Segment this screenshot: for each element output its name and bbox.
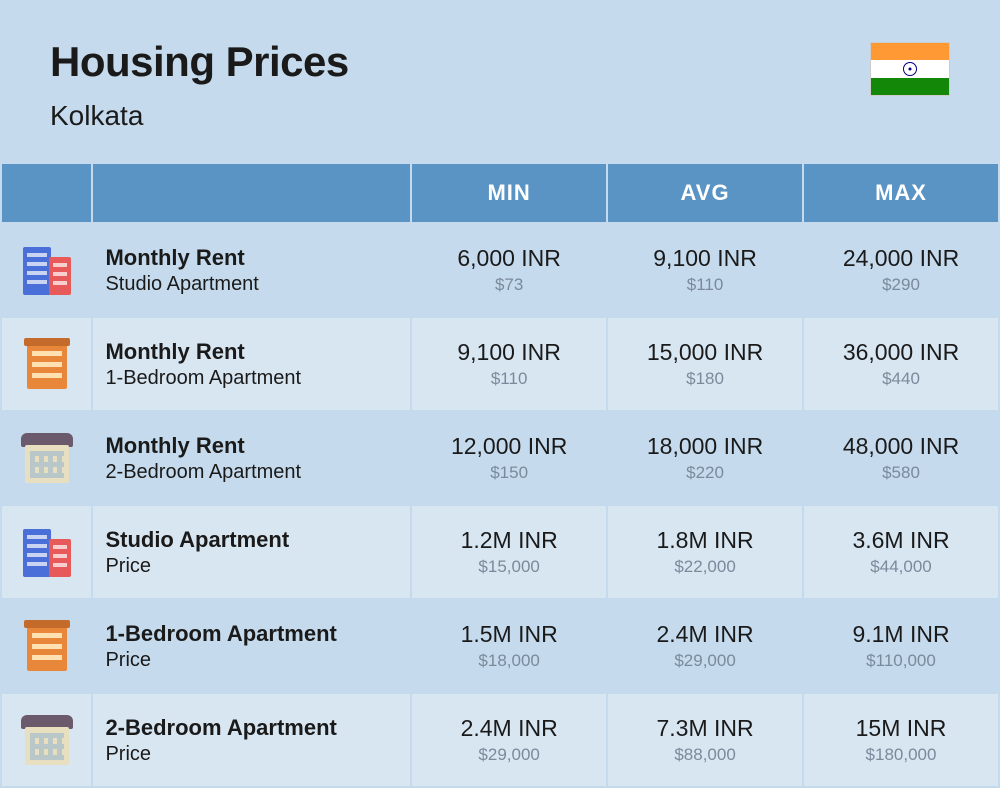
value-usd: $18,000 — [412, 651, 606, 671]
table-header-row: MIN AVG MAX — [2, 164, 998, 222]
row-title: Monthly Rent — [105, 245, 410, 271]
value-usd: $110,000 — [804, 651, 998, 671]
row-label: Monthly Rent2-Bedroom Apartment — [93, 412, 410, 504]
cell-min: 12,000 INR $150 — [412, 412, 606, 504]
row-subtitle: 2-Bedroom Apartment — [105, 461, 410, 484]
table-row: 1-Bedroom ApartmentPrice1.5M INR $18,0002… — [2, 600, 998, 692]
cell-min: 9,100 INR $110 — [412, 318, 606, 410]
cell-avg: 18,000 INR $220 — [608, 412, 802, 504]
pricing-table: MIN AVG MAX Monthly RentStudio Apartment… — [0, 162, 1000, 788]
cell-avg: 15,000 INR $180 — [608, 318, 802, 410]
value-usd: $220 — [608, 463, 802, 483]
row-label: Studio ApartmentPrice — [93, 506, 410, 598]
row-title: 2-Bedroom Apartment — [105, 715, 410, 741]
value-usd: $88,000 — [608, 745, 802, 765]
value-inr: 24,000 INR — [804, 245, 998, 272]
cell-avg: 1.8M INR $22,000 — [608, 506, 802, 598]
cell-max: 48,000 INR $580 — [804, 412, 998, 504]
cell-max: 3.6M INR $44,000 — [804, 506, 998, 598]
value-usd: $15,000 — [412, 557, 606, 577]
value-inr: 18,000 INR — [608, 433, 802, 460]
row-title: Studio Apartment — [105, 527, 410, 553]
row-subtitle: Price — [105, 743, 410, 766]
value-inr: 2.4M INR — [412, 715, 606, 742]
value-usd: $180,000 — [804, 745, 998, 765]
header-blank-icon — [2, 164, 91, 222]
value-inr: 9,100 INR — [412, 339, 606, 366]
cell-min: 1.2M INR $15,000 — [412, 506, 606, 598]
india-flag-icon — [870, 42, 950, 96]
cell-max: 9.1M INR $110,000 — [804, 600, 998, 692]
cell-max: 15M INR $180,000 — [804, 694, 998, 786]
value-inr: 15M INR — [804, 715, 998, 742]
value-inr: 1.5M INR — [412, 621, 606, 648]
value-inr: 48,000 INR — [804, 433, 998, 460]
building-house-icon — [2, 412, 91, 504]
value-usd: $110 — [608, 275, 802, 295]
value-inr: 1.8M INR — [608, 527, 802, 554]
value-usd: $29,000 — [608, 651, 802, 671]
cell-min: 2.4M INR $29,000 — [412, 694, 606, 786]
value-inr: 12,000 INR — [412, 433, 606, 460]
table-row: 2-Bedroom ApartmentPrice2.4M INR $29,0007… — [2, 694, 998, 786]
value-usd: $580 — [804, 463, 998, 483]
value-inr: 7.3M INR — [608, 715, 802, 742]
row-subtitle: Price — [105, 555, 410, 578]
value-inr: 3.6M INR — [804, 527, 998, 554]
building-orange-icon — [2, 600, 91, 692]
building-towers-icon — [2, 224, 91, 316]
cell-avg: 2.4M INR $29,000 — [608, 600, 802, 692]
building-towers-icon — [2, 506, 91, 598]
cell-avg: 9,100 INR $110 — [608, 224, 802, 316]
row-title: 1-Bedroom Apartment — [105, 621, 410, 647]
cell-min: 1.5M INR $18,000 — [412, 600, 606, 692]
column-avg: AVG — [608, 164, 802, 222]
value-usd: $22,000 — [608, 557, 802, 577]
value-inr: 2.4M INR — [608, 621, 802, 648]
row-label: 2-Bedroom ApartmentPrice — [93, 694, 410, 786]
row-subtitle: Studio Apartment — [105, 273, 410, 296]
value-usd: $290 — [804, 275, 998, 295]
row-subtitle: 1-Bedroom Apartment — [105, 367, 410, 390]
value-inr: 9,100 INR — [608, 245, 802, 272]
value-inr: 9.1M INR — [804, 621, 998, 648]
row-title: Monthly Rent — [105, 339, 410, 365]
value-usd: $29,000 — [412, 745, 606, 765]
header-blank-label — [93, 164, 410, 222]
table-row: Studio ApartmentPrice1.2M INR $15,0001.8M… — [2, 506, 998, 598]
table-row: Monthly RentStudio Apartment6,000 INR $73… — [2, 224, 998, 316]
row-label: 1-Bedroom ApartmentPrice — [93, 600, 410, 692]
title-block: Housing Prices Kolkata — [50, 38, 349, 132]
row-label: Monthly Rent1-Bedroom Apartment — [93, 318, 410, 410]
column-max: MAX — [804, 164, 998, 222]
value-usd: $110 — [412, 369, 606, 389]
value-inr: 15,000 INR — [608, 339, 802, 366]
table-row: Monthly Rent1-Bedroom Apartment9,100 INR… — [2, 318, 998, 410]
value-usd: $440 — [804, 369, 998, 389]
cell-max: 24,000 INR $290 — [804, 224, 998, 316]
row-subtitle: Price — [105, 649, 410, 672]
cell-min: 6,000 INR $73 — [412, 224, 606, 316]
row-title: Monthly Rent — [105, 433, 410, 459]
header: Housing Prices Kolkata — [0, 0, 1000, 162]
cell-avg: 7.3M INR $88,000 — [608, 694, 802, 786]
value-usd: $73 — [412, 275, 606, 295]
value-inr: 6,000 INR — [412, 245, 606, 272]
row-label: Monthly RentStudio Apartment — [93, 224, 410, 316]
page-title: Housing Prices — [50, 38, 349, 86]
city-name: Kolkata — [50, 100, 349, 132]
value-usd: $150 — [412, 463, 606, 483]
column-min: MIN — [412, 164, 606, 222]
value-usd: $44,000 — [804, 557, 998, 577]
cell-max: 36,000 INR $440 — [804, 318, 998, 410]
value-usd: $180 — [608, 369, 802, 389]
value-inr: 36,000 INR — [804, 339, 998, 366]
building-house-icon — [2, 694, 91, 786]
value-inr: 1.2M INR — [412, 527, 606, 554]
table-row: Monthly Rent2-Bedroom Apartment12,000 IN… — [2, 412, 998, 504]
building-orange-icon — [2, 318, 91, 410]
